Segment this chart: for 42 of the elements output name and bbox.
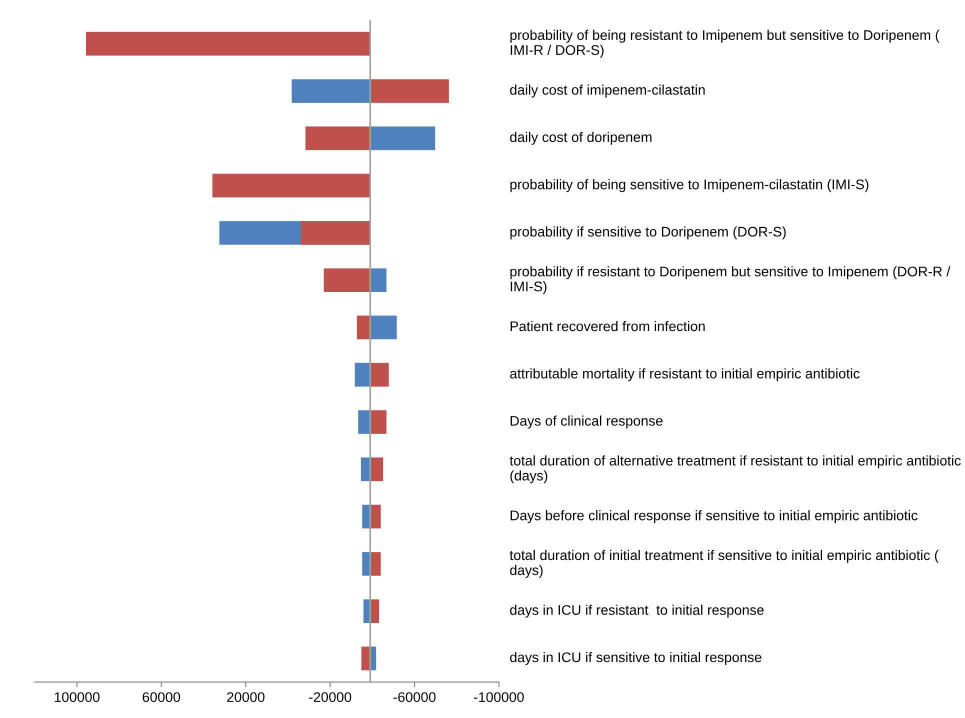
bar xyxy=(300,221,370,245)
y-tick-label: total duration of alternative treatment if resistant to initial empiric antibiotic (days) xyxy=(510,455,961,484)
bar xyxy=(362,552,370,576)
bar xyxy=(356,316,370,340)
y-tick-label: Days of clinical response xyxy=(510,416,663,429)
bar xyxy=(370,457,384,482)
y-tick-label: days in ICU if sensitive to initial response xyxy=(510,652,762,665)
bar xyxy=(358,410,370,434)
y-tick-label: daily cost of imipenem-cilastatin xyxy=(510,84,705,98)
bar xyxy=(292,79,370,103)
bar xyxy=(370,552,381,576)
y-tick-label: probability of being resistant to Imipenem but sensitive to Doripenem ( IMI-R / DOR-S) xyxy=(510,30,940,58)
y-tick-label: days in ICU if resistant to initial response xyxy=(510,604,764,618)
bar xyxy=(361,646,370,670)
bar xyxy=(370,410,386,434)
bar xyxy=(324,268,370,292)
x-tick-label: -20000 xyxy=(309,692,352,702)
bar xyxy=(360,457,370,482)
bar xyxy=(370,79,449,103)
y-tick-label: probability of being sensitive to Imipenem-cilastatin (IMI-S) xyxy=(510,179,868,192)
y-tick-label: probability if resistant to Doripenem but sensitive to Imipenem (DOR-R / IMI-S) xyxy=(510,266,950,294)
bar xyxy=(370,126,436,150)
y-tick-label: Days before clinical response if sensitive to initial empiric antibiotic xyxy=(510,510,918,524)
bar xyxy=(212,174,370,198)
y-tick-label: attributable mortality if resistant to initial empiric antibiotic xyxy=(510,368,860,382)
bar xyxy=(370,268,386,292)
bar xyxy=(362,504,370,528)
bar xyxy=(305,126,370,150)
x-tick-label: 100000 xyxy=(54,692,100,702)
y-tick-label: probability if sensitive to Doripenem (DOR-S) xyxy=(510,226,786,240)
y-tick-label: Patient recovered from infection xyxy=(510,320,705,332)
y-tick-label: daily cost of doripenem xyxy=(510,132,652,145)
x-tick-label: -100000 xyxy=(474,692,524,702)
x-tick-label: -60000 xyxy=(394,692,436,702)
bar xyxy=(370,362,389,387)
bar xyxy=(370,504,381,528)
x-tick-label: 60000 xyxy=(142,692,180,702)
bar xyxy=(86,32,370,56)
x-tick-label: 20000 xyxy=(227,692,264,702)
bar xyxy=(370,316,397,340)
bar xyxy=(354,362,370,387)
y-tick-label: total duration of initial treatment if sensitive to initial empiric antibiotic ( days) xyxy=(510,550,939,578)
